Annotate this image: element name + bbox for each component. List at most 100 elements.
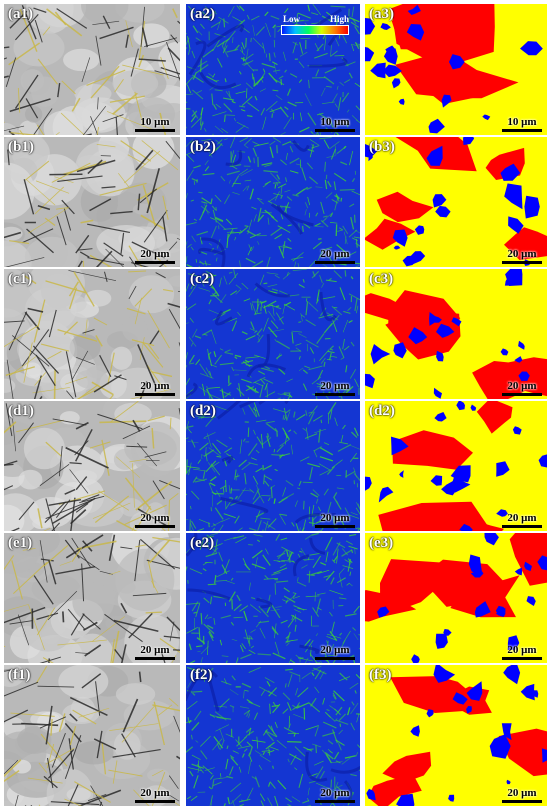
- scale-bar: 20 μm: [315, 644, 355, 660]
- kam-panel: (f2) 20 μm: [186, 665, 360, 806]
- phase-panel: (e3) 20 μm: [365, 533, 547, 663]
- scale-bar-line: [135, 393, 175, 396]
- phase-image: [365, 269, 547, 399]
- scale-bar-line: [135, 525, 175, 528]
- scale-bar-label: 20 μm: [320, 787, 350, 799]
- kam-panel: (d2) 20 μm: [186, 401, 360, 531]
- panel-label: (e2): [190, 535, 215, 551]
- panel-label: (e3): [369, 535, 394, 551]
- legend-low-label: Low: [283, 14, 301, 24]
- phase-panel: (f3) 20 μm: [365, 665, 547, 806]
- micrograph-image: [4, 4, 180, 135]
- scale-bar-label: 20 μm: [320, 644, 350, 656]
- scale-bar-line: [502, 393, 542, 396]
- panel-label: (d1): [8, 403, 34, 419]
- panel-label: (e1): [8, 535, 33, 551]
- scale-bar-line: [315, 525, 355, 528]
- scale-bar: 20 μm: [502, 248, 542, 264]
- scale-bar: 20 μm: [135, 248, 175, 264]
- kam-panel: (e2) 20 μm: [186, 533, 360, 663]
- kam-image: [186, 533, 360, 663]
- scale-bar: 20 μm: [502, 787, 542, 803]
- phase-image: [365, 665, 547, 806]
- kam-panel: (c2) 20 μm: [186, 269, 360, 399]
- scale-bar-label: 10 μm: [507, 116, 537, 128]
- scale-bar-line: [502, 657, 542, 660]
- phase-panel: (b3) 20 μm: [365, 137, 547, 267]
- panel-label: (f3): [369, 667, 392, 683]
- scale-bar-label: 20 μm: [320, 512, 350, 524]
- scale-bar: 20 μm: [135, 380, 175, 396]
- scale-bar-line: [315, 657, 355, 660]
- scale-bar-line: [135, 129, 175, 132]
- kam-panel: (b2) 20 μm: [186, 137, 360, 267]
- panel-label: (b2): [190, 139, 216, 155]
- scale-bar-label: 20 μm: [507, 644, 537, 656]
- scale-bar-line: [135, 657, 175, 660]
- scale-bar-label: 20 μm: [320, 248, 350, 260]
- micrograph-panel: (f1) 20 μm: [4, 665, 180, 806]
- scale-bar: 10 μm: [135, 116, 175, 132]
- micrograph-image: [4, 401, 180, 531]
- kam-image: [186, 269, 360, 399]
- kam-image: [186, 137, 360, 267]
- scale-bar-label: 20 μm: [140, 644, 170, 656]
- kam-image: [186, 665, 360, 806]
- panel-label: (a1): [8, 6, 33, 22]
- panel-label: (f2): [190, 667, 213, 683]
- micrograph-image: [4, 665, 180, 806]
- panel-label: (c3): [369, 271, 394, 287]
- panel-label: (d2): [369, 403, 395, 419]
- scale-bar-label: 20 μm: [507, 512, 537, 524]
- color-legend: Low High: [281, 14, 349, 35]
- scale-bar-label: 20 μm: [140, 787, 170, 799]
- scale-bar: 20 μm: [135, 644, 175, 660]
- panel-label: (f1): [8, 667, 31, 683]
- scale-bar-line: [315, 129, 355, 132]
- phase-image: [365, 533, 547, 663]
- scale-bar: 20 μm: [502, 644, 542, 660]
- scale-bar-label: 20 μm: [140, 380, 170, 392]
- scale-bar-label: 20 μm: [507, 248, 537, 260]
- scale-bar-label: 20 μm: [320, 380, 350, 392]
- scale-bar: 20 μm: [315, 248, 355, 264]
- phase-panel: (a3) 10 μm: [365, 4, 547, 135]
- scale-bar-label: 20 μm: [140, 248, 170, 260]
- scale-bar: 20 μm: [135, 512, 175, 528]
- panel-label: (b3): [369, 139, 395, 155]
- legend-labels: Low High: [281, 14, 349, 25]
- scale-bar-line: [502, 525, 542, 528]
- scale-bar-line: [502, 129, 542, 132]
- legend-color-bar: [281, 25, 349, 35]
- scale-bar-line: [502, 261, 542, 264]
- scale-bar-line: [315, 800, 355, 803]
- phase-image: [365, 401, 547, 531]
- phase-image: [365, 137, 547, 267]
- scale-bar-label: 20 μm: [140, 512, 170, 524]
- phase-panel: (d2) 20 μm: [365, 401, 547, 531]
- panel-label: (a2): [190, 6, 215, 22]
- scale-bar: 10 μm: [315, 116, 355, 132]
- scale-bar-line: [315, 261, 355, 264]
- scale-bar-line: [135, 800, 175, 803]
- kam-image: [186, 401, 360, 531]
- scale-bar: 20 μm: [502, 512, 542, 528]
- panel-label: (c1): [8, 271, 33, 287]
- micrograph-image: [4, 533, 180, 663]
- panel-label: (d2): [190, 403, 216, 419]
- scale-bar-line: [315, 393, 355, 396]
- scale-bar-label: 10 μm: [320, 116, 350, 128]
- micrograph-image: [4, 269, 180, 399]
- scale-bar-line: [135, 261, 175, 264]
- scale-bar: 20 μm: [135, 787, 175, 803]
- micrograph-panel: (c1) 20 μm: [4, 269, 180, 399]
- scale-bar: 10 μm: [502, 116, 542, 132]
- legend-high-label: High: [329, 14, 349, 24]
- scale-bar-label: 20 μm: [507, 380, 537, 392]
- scale-bar: 20 μm: [315, 787, 355, 803]
- phase-image: [365, 4, 547, 135]
- kam-panel: (a2) 10 μm Low High: [186, 4, 360, 135]
- scale-bar: 20 μm: [502, 380, 542, 396]
- micrograph-panel: (b1) 20 μm: [4, 137, 180, 267]
- scale-bar-label: 20 μm: [507, 787, 537, 799]
